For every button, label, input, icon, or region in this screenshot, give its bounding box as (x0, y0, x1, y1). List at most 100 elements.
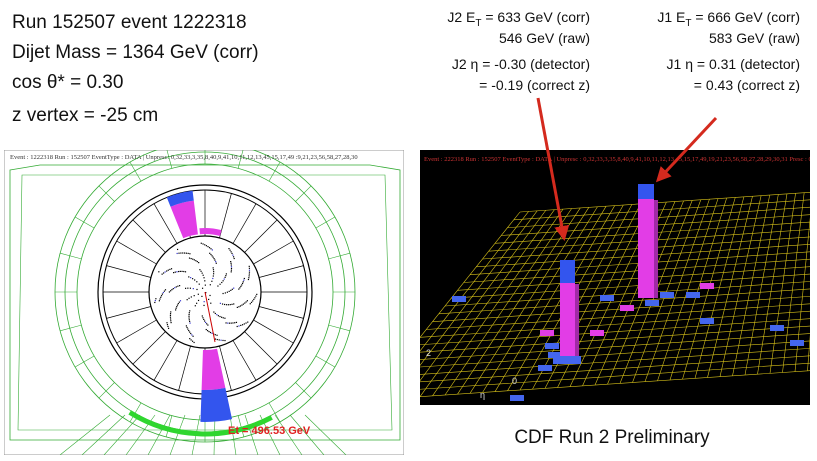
jet-annotations: J2 ET = 633 GeV (corr)546 GeV (raw)J2 η … (447, 9, 800, 93)
detector-frame (17, 174, 393, 431)
hit (230, 322, 232, 324)
event-info: cos θ* = 0.30 (12, 72, 123, 93)
hit (169, 316, 172, 318)
grid-line (420, 210, 538, 366)
hit (160, 295, 163, 297)
hit (217, 315, 219, 317)
hit (201, 315, 203, 317)
lego-plot: Event : 222318 Run : 152507 EventType : … (420, 150, 817, 405)
hit (169, 268, 171, 271)
hit (233, 303, 235, 305)
cell (686, 292, 700, 298)
em-energy (170, 200, 198, 239)
hit (178, 285, 181, 287)
hit (167, 327, 170, 329)
hit (190, 332, 192, 335)
hit (209, 294, 211, 297)
hit (174, 271, 176, 273)
hit (197, 299, 200, 302)
hit (211, 249, 213, 251)
cell (510, 395, 524, 401)
hit (175, 307, 177, 309)
axis-label: η (480, 390, 485, 400)
calorimeter-wedge (259, 265, 304, 278)
muon-segment (103, 414, 141, 455)
calorimeter-wedge (116, 319, 157, 344)
tower-side (654, 200, 658, 298)
calorimeter-wedge (244, 219, 278, 253)
et-value: = 633 GeV (corr) (481, 9, 590, 25)
hit (189, 338, 191, 340)
hit (211, 280, 213, 282)
hit (188, 317, 190, 319)
hit (194, 279, 196, 281)
tower-top (560, 260, 575, 283)
hit (185, 252, 187, 254)
hit (204, 244, 206, 246)
hit (255, 295, 257, 297)
hit (248, 271, 251, 273)
hit (205, 328, 207, 331)
cell (660, 292, 674, 298)
hit (196, 302, 198, 304)
hit (253, 298, 255, 300)
tower-side (575, 284, 579, 358)
hit (248, 275, 250, 277)
hit (204, 320, 206, 322)
hit (200, 270, 202, 272)
detector-segment (328, 324, 350, 332)
detector-frame (9, 164, 401, 441)
hit (222, 317, 224, 319)
hit (155, 298, 157, 300)
hit (216, 334, 218, 336)
hit (230, 262, 232, 264)
muon-segment (81, 414, 126, 455)
grid-line (644, 199, 710, 382)
hit (232, 322, 234, 324)
hit (208, 298, 210, 301)
hit (178, 301, 180, 303)
hit (154, 299, 156, 302)
hit (204, 280, 206, 282)
hit (230, 267, 233, 270)
hit (196, 288, 198, 291)
hit (205, 245, 208, 247)
hit (196, 260, 198, 263)
hit (188, 276, 190, 278)
grid-line (494, 206, 607, 392)
hit (230, 264, 232, 266)
hit (213, 271, 215, 273)
detector-segment (98, 185, 115, 202)
hit (227, 304, 230, 306)
hit (201, 295, 203, 297)
detector-segment (166, 150, 173, 169)
cell (645, 300, 659, 306)
hit (176, 306, 178, 308)
header: Event : 222318 Run : 152507 EventType : … (424, 156, 817, 163)
hit (161, 293, 164, 295)
hit (183, 252, 186, 254)
calorimeter-wedge (244, 331, 278, 365)
hit (212, 267, 214, 269)
hit (212, 256, 214, 258)
tower (560, 282, 575, 358)
calorimeter-wedge (132, 219, 166, 253)
hit (166, 324, 169, 326)
hit (239, 287, 241, 289)
arrow (655, 116, 718, 183)
had-energy (166, 190, 194, 207)
hit (193, 341, 195, 344)
met-arc (128, 410, 273, 437)
hit (177, 303, 179, 305)
hit (192, 335, 194, 337)
hit (190, 339, 192, 341)
hit (228, 248, 230, 250)
hit (174, 287, 176, 289)
grid-line (769, 193, 796, 374)
hit (219, 302, 221, 304)
hit (178, 252, 180, 254)
grid-line (657, 198, 719, 381)
hit (176, 252, 178, 255)
detector-segment (98, 382, 115, 399)
hit (212, 273, 215, 275)
